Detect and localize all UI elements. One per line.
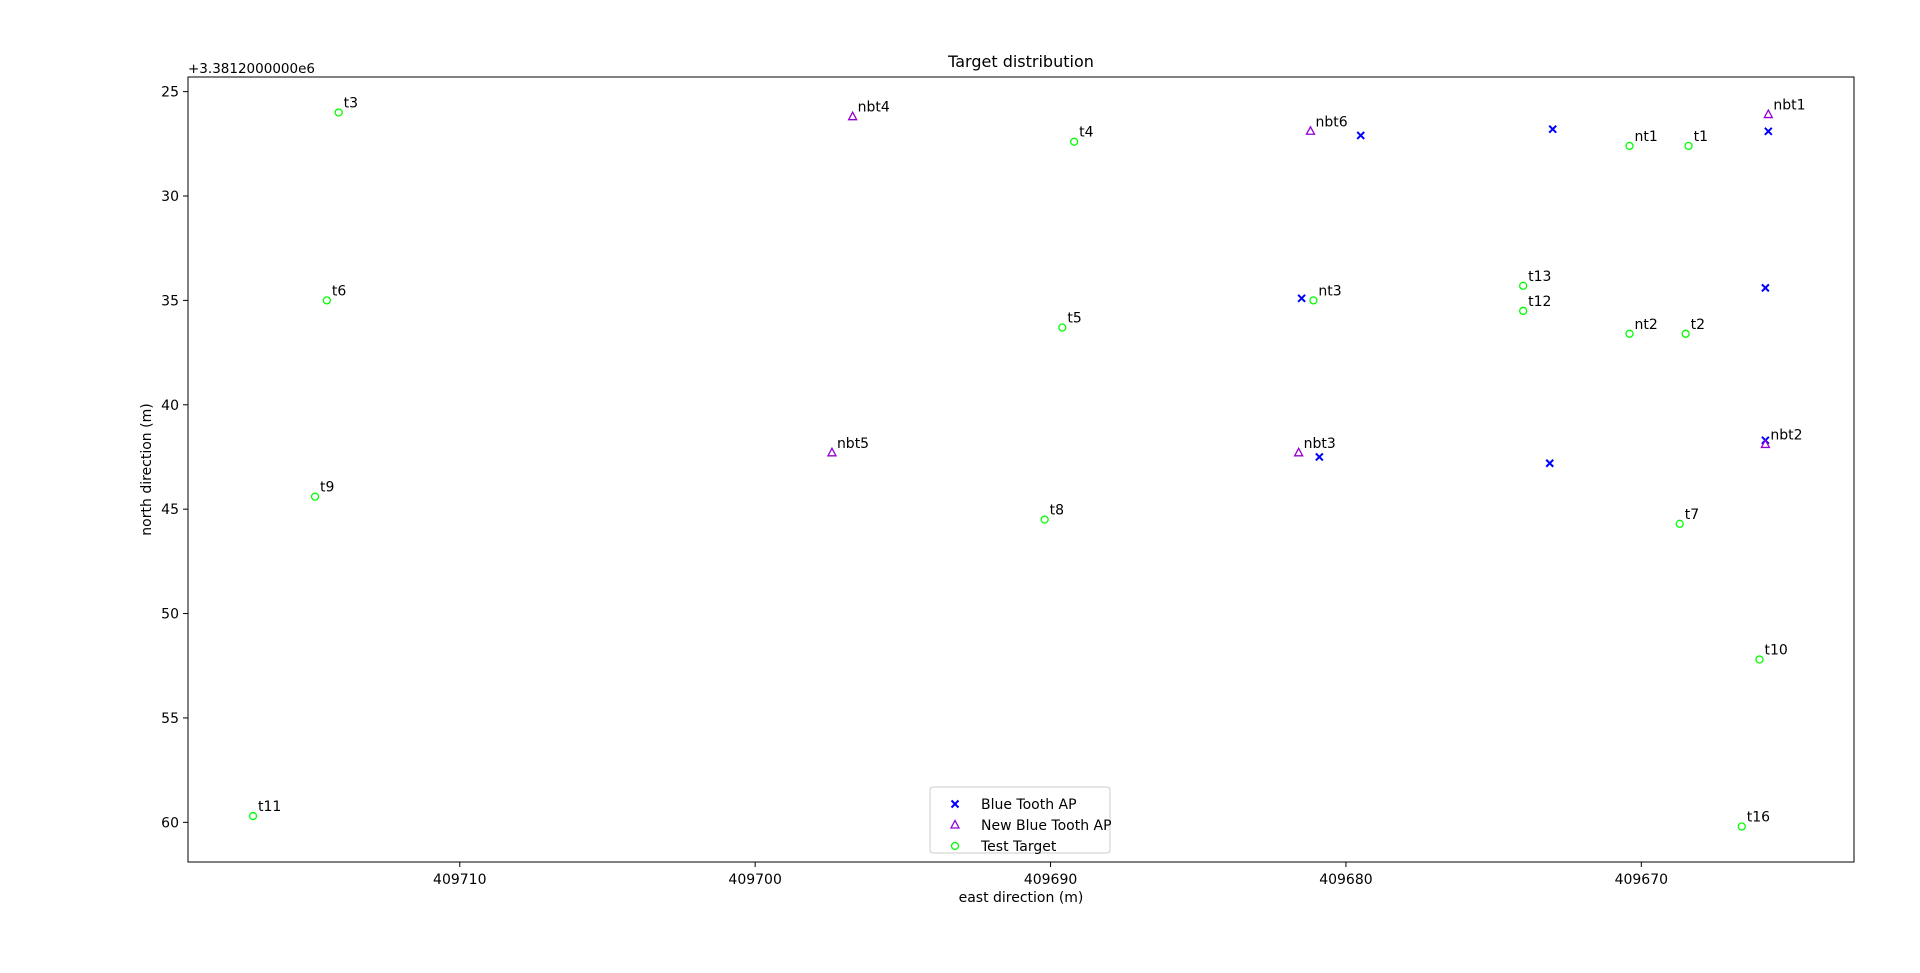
data-point: [1737, 822, 1746, 831]
y-tick-label: 35: [161, 293, 179, 309]
point-label: nbt6: [1315, 114, 1347, 130]
point-label: t8: [1050, 503, 1064, 519]
legend-label: Test Target: [980, 839, 1057, 855]
data-point: [1625, 141, 1634, 151]
data-point: [1681, 329, 1690, 338]
point-label: nbt5: [837, 436, 869, 452]
point-label: t10: [1764, 642, 1787, 658]
data-point: [248, 811, 258, 821]
legend: Blue Tooth AP New Blue Tooth AP Test Targe…: [929, 786, 1112, 855]
data-point: [1760, 438, 1771, 449]
x-tick-label: 409690: [1024, 872, 1077, 888]
x-tick-label: 409710: [433, 872, 486, 888]
plot-points: [248, 108, 1774, 831]
point-label: t3: [344, 95, 358, 111]
point-label: nbt1: [1773, 98, 1805, 114]
data-point: [1297, 294, 1306, 303]
point-labels: nbt1 nbt2 nbt3 nbt4 nbt5 nbt6 t1 t2 t3 t4 t5 t6 t7 t8…: [258, 95, 1806, 825]
data-point: [1305, 125, 1316, 135]
data-point: [1675, 519, 1684, 528]
data-point: [1519, 281, 1528, 290]
legend-label: Blue Tooth AP: [981, 797, 1077, 813]
data-point: [1309, 296, 1318, 305]
data-point: [1755, 655, 1764, 664]
y-tick-label: 50: [161, 607, 179, 623]
point-label: t6: [332, 283, 346, 299]
data-point: [1625, 329, 1634, 338]
legend-marker: [949, 819, 961, 829]
point-label: nt3: [1318, 283, 1341, 299]
data-point: [1545, 459, 1554, 468]
legend-box: [929, 786, 1111, 854]
data-point: [1764, 127, 1773, 136]
point-label: t2: [1691, 317, 1705, 333]
data-point: [1684, 141, 1693, 151]
point-label: nt2: [1635, 317, 1658, 333]
y-tick-label: 55: [161, 711, 179, 727]
y-tick-label: 25: [161, 85, 179, 101]
point-label: t12: [1528, 294, 1551, 310]
data-point: [1315, 452, 1324, 462]
point-label: t1: [1694, 129, 1708, 145]
x-tick-label: 409670: [1615, 872, 1668, 888]
data-point: [1761, 283, 1770, 293]
legend-label: New Blue Tooth AP: [981, 818, 1112, 834]
plot-frame: [187, 76, 1855, 863]
point-label: t5: [1067, 311, 1081, 327]
point-label: t11: [258, 799, 281, 815]
data-point: [1519, 306, 1528, 315]
data-point: [847, 110, 858, 121]
legend-marker: [950, 799, 960, 809]
x-axis-label: east direction (m): [959, 890, 1084, 906]
point-label: nt1: [1635, 129, 1658, 145]
point-label: t4: [1079, 125, 1093, 141]
data-point: [310, 492, 320, 501]
point-label: t9: [320, 480, 334, 496]
y-axis-ticks: 25 30 35 40 45 50 55 60: [161, 85, 188, 831]
x-axis-ticks: 409710 409700 409690 409680 409670: [433, 862, 1668, 888]
y-axis-offset-label: +3.3812000000e6: [188, 61, 315, 77]
point-label: t16: [1747, 810, 1770, 826]
data-point: [1293, 446, 1304, 457]
data-point: [1070, 137, 1079, 146]
data-point: [1058, 323, 1067, 332]
point-label: nbt2: [1770, 427, 1802, 443]
legend-marker: [950, 841, 960, 851]
y-tick-label: 30: [161, 189, 179, 205]
y-axis-label: north direction (m): [139, 403, 155, 535]
x-tick-label: 409680: [1319, 872, 1372, 888]
y-tick-label: 40: [161, 398, 179, 414]
point-label: nbt4: [858, 100, 890, 116]
data-point: [1763, 108, 1774, 119]
chart-title: Target distribution: [947, 52, 1094, 71]
y-tick-label: 60: [161, 815, 179, 831]
point-label: t7: [1685, 507, 1699, 523]
y-tick-label: 45: [161, 502, 179, 518]
point-label: t13: [1528, 269, 1551, 285]
data-point: [1548, 124, 1557, 134]
data-point: [1356, 131, 1365, 140]
x-tick-label: 409700: [728, 872, 781, 888]
data-point: [322, 296, 331, 305]
data-point: [334, 108, 343, 117]
point-label: nbt3: [1304, 436, 1336, 452]
data-point: [1040, 515, 1049, 524]
data-point: [826, 446, 838, 457]
